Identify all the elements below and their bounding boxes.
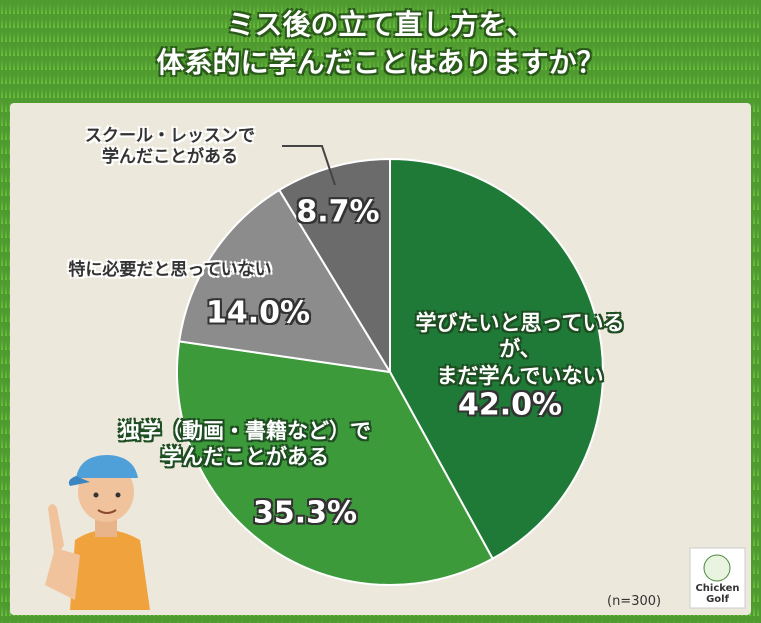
logo-emblem xyxy=(703,554,731,582)
value-label: 35.3% xyxy=(252,495,358,531)
slice-label: スクール・レッスンで 学んだことがある xyxy=(85,126,255,168)
chart-title: ミス後の立て直し方を、 体系的に学んだことはありますか？ xyxy=(156,8,605,79)
value-label: 14.0% xyxy=(205,295,311,331)
pie-slice xyxy=(178,188,392,374)
pie-slice xyxy=(176,340,494,586)
leader-line xyxy=(282,145,336,186)
logo-text: Chicken Golf xyxy=(690,583,745,605)
sample-note: (n=300) xyxy=(607,594,662,609)
slice-label: 独学（動画・書籍など）で 学んだことがある xyxy=(119,419,371,470)
person-illustration xyxy=(45,455,150,610)
value-label: 42.0% xyxy=(457,387,563,423)
logo-line: Chicken xyxy=(695,583,740,594)
slice-label: 特に必要だと思っていない xyxy=(68,260,272,280)
pie-slice xyxy=(389,157,604,561)
value-label: 8.7% xyxy=(296,194,380,230)
slice-label: 学びたいと思っているが、 まだ学んでいない xyxy=(415,311,625,388)
pie-slice xyxy=(277,157,391,376)
logo-line: Golf xyxy=(706,593,729,605)
